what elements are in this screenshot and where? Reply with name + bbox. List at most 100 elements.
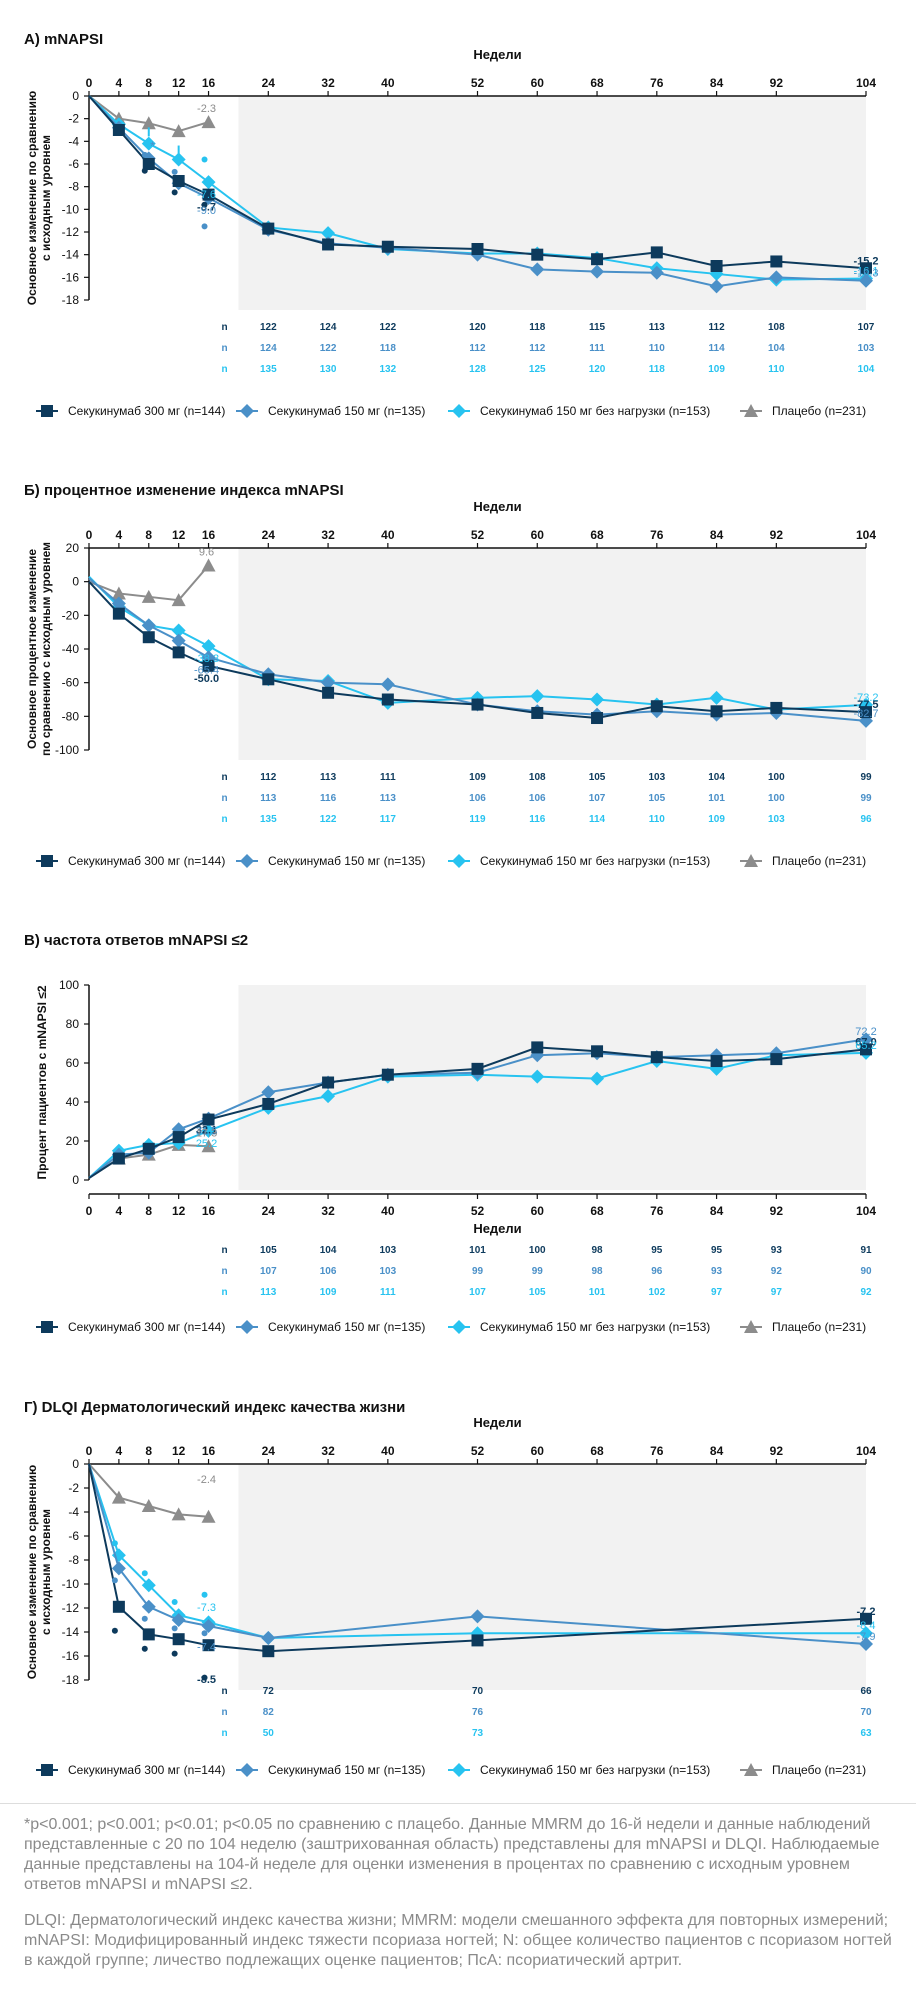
data-point-s300 (142, 1142, 155, 1155)
value-label: -65.4 (194, 664, 219, 676)
n-value: 91 (860, 1245, 872, 1256)
value-label: -7.6 (197, 189, 216, 201)
data-point-s150nl (530, 1069, 545, 1084)
n-value: 106 (320, 1266, 337, 1277)
x-tick-label: 12 (172, 1204, 186, 1218)
significance-dot (111, 1577, 118, 1584)
value-label: -77.5 (853, 699, 878, 711)
y-axis-label: Основное изменение по сравнению (25, 1465, 39, 1679)
x-tick-label: 16 (202, 1444, 216, 1458)
x-tick-label: 0 (86, 76, 93, 90)
data-point-s300 (172, 1131, 185, 1144)
n-value: 114 (589, 814, 606, 825)
value-label: -73.2 (853, 692, 878, 704)
y-tick-label: 80 (66, 1017, 80, 1031)
data-point-s300 (322, 686, 335, 699)
n-value: 108 (529, 772, 546, 783)
data-point-s300 (172, 646, 185, 659)
n-value: 113 (260, 793, 277, 804)
y-tick-label: -60 (62, 676, 80, 690)
x-tick-label: 4 (116, 528, 123, 542)
data-point-s300 (262, 1645, 275, 1658)
n-value: 100 (768, 793, 785, 804)
data-point-placebo (201, 115, 216, 129)
n-value: 105 (648, 793, 665, 804)
n-value: 113 (320, 772, 337, 783)
n-value: 104 (858, 364, 875, 375)
data-point-s300 (202, 659, 215, 672)
n-value: 122 (320, 814, 337, 825)
significance-dot (141, 1570, 148, 1577)
x-tick-label: 60 (531, 1444, 545, 1458)
n-value: 100 (768, 772, 785, 783)
chart-title: В) частота ответов mNAPSI ≤2 (24, 932, 248, 949)
significance-dot (201, 156, 208, 163)
n-value: 110 (649, 343, 666, 354)
n-value: 112 (709, 322, 726, 333)
legend-marker-s300 (41, 405, 53, 417)
shaded-region (238, 1464, 866, 1690)
data-point-s150nl (321, 226, 336, 241)
data-point-s150 (111, 596, 126, 611)
footnote-significance: *p<0.001; p<0.001; p<0.01; p<0.05 по сра… (24, 1816, 880, 1893)
n-value: 92 (860, 1287, 872, 1298)
n-value: 82 (263, 1707, 275, 1718)
data-point-s150 (709, 279, 724, 294)
legend: Секукинумаб 300 мг (n=144) Секукинумаб 15… (36, 1320, 866, 1334)
n-value: 107 (858, 322, 875, 333)
data-point-s150nl (201, 1123, 216, 1138)
x-tick-label: 12 (172, 76, 186, 90)
data-point-s150 (530, 262, 545, 277)
data-point-s150nl (859, 1626, 873, 1641)
x-tick-label: 92 (770, 1204, 784, 1218)
x-tick-label: 92 (770, 76, 784, 90)
n-value: 111 (380, 1287, 396, 1298)
data-point-s150nl (590, 1071, 605, 1086)
y-tick-label: -14 (62, 248, 80, 262)
x-tick-label: 52 (471, 1204, 485, 1218)
y-tick-label: 0 (72, 1457, 79, 1471)
value-label: -7.9 (857, 1631, 876, 1643)
value-label: -2.3 (197, 103, 216, 115)
footer-separator (0, 1803, 916, 1804)
data-point-placebo (171, 593, 186, 607)
n-value: 109 (320, 1287, 337, 1298)
data-point-s300 (770, 255, 783, 268)
data-point-s300 (262, 673, 275, 686)
significance-dot (141, 167, 148, 174)
data-point-s300 (322, 1076, 335, 1089)
data-point-s300 (142, 631, 155, 644)
y-tick-label: -6 (68, 157, 79, 171)
y-tick-label: -18 (62, 293, 80, 307)
n-value: 111 (589, 343, 605, 354)
significance-star: * (150, 138, 155, 153)
n-value: 116 (320, 793, 337, 804)
legend-label-s150: Секукинумаб 150 мг (n=135) (268, 1763, 425, 1777)
data-point-s300 (710, 1055, 723, 1068)
x-tick-label: 104 (856, 528, 876, 542)
data-point-s150nl (171, 623, 186, 638)
data-point-s150nl (201, 639, 216, 654)
legend-marker-s300 (41, 855, 53, 867)
y-tick-label: 100 (59, 978, 79, 992)
significance-dot (171, 168, 178, 175)
significance-dot (141, 1645, 148, 1652)
y-tick-label: -2 (68, 112, 79, 126)
data-point-s300 (322, 238, 335, 251)
significance-dot (171, 1650, 178, 1657)
legend-marker-placebo (744, 854, 758, 867)
value-label: -2.4 (197, 1474, 216, 1486)
n-value: 92 (771, 1266, 783, 1277)
n-value: 122 (380, 322, 397, 333)
x-tick-label: 104 (856, 1444, 876, 1458)
data-point-s150 (261, 1085, 276, 1100)
data-point-s300 (860, 1043, 872, 1056)
n-value: 135 (260, 814, 277, 825)
legend-marker-s150 (240, 1763, 254, 1777)
value-label: 72.2 (855, 1026, 876, 1038)
y-axis-label: Процент пациентов с mNAPSI ≤2 (35, 985, 49, 1179)
x-tick-label: 40 (381, 1204, 395, 1218)
n-value: 100 (529, 1245, 546, 1256)
data-point-s300 (381, 693, 394, 706)
data-point-placebo (111, 586, 126, 600)
